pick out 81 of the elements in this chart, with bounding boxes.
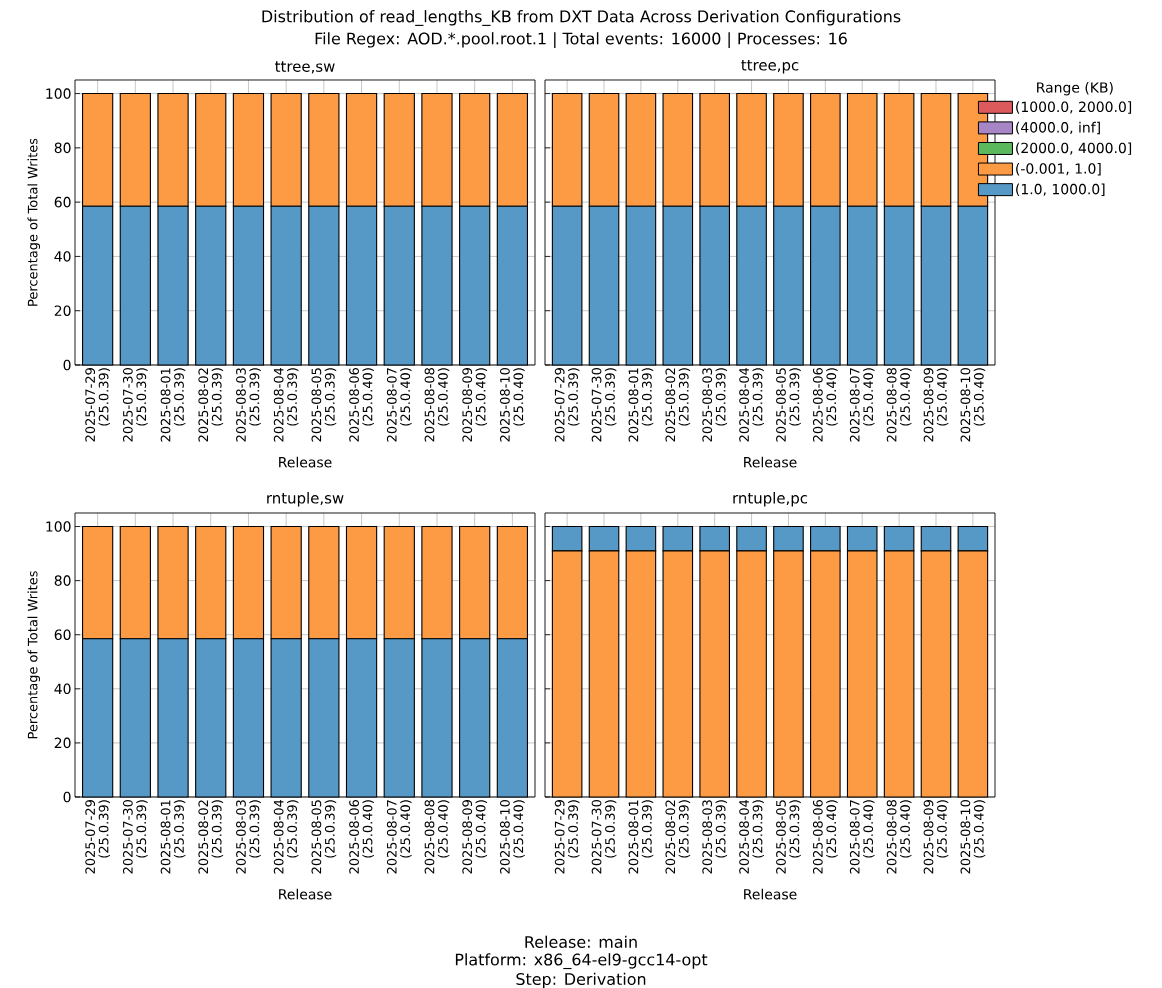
chart-title: rntuple,sw (267, 491, 344, 507)
x-tick-label: 2025-08-09 (25.0.40) (462, 800, 488, 874)
x-tick-label: 2025-08-02 (25.0.39) (198, 368, 224, 442)
text: Step: Derivation (516, 972, 646, 988)
text: Platform: x86_64-el9-gcc14-opt (455, 953, 708, 970)
x-tick-label: 2025-08-07 (25.0.40) (386, 800, 412, 874)
y-tick-label: 0 (63, 791, 71, 803)
y-tick-label: 40 (54, 251, 71, 262)
x-tick-label: 2025-08-07 (25.0.40) (849, 800, 875, 874)
x-tick-label: 2025-08-03 (25.0.39) (702, 800, 728, 874)
x-tick-label: 2025-08-05 (25.0.39) (311, 368, 337, 442)
legend-label: (4000.0, inf] (1016, 121, 1100, 135)
legend-title: Range (KB) (1037, 81, 1113, 96)
x-tick-label: 2025-08-06 (25.0.40) (349, 799, 374, 874)
x-tick-label: 2025-08-07 (25.0.40) (386, 368, 412, 442)
x-tick-label: 2025-08-02 (25.0.39) (665, 368, 691, 442)
x-tick-label: 2025-08-03 (25.0.39) (236, 368, 261, 442)
x-tick-label: 2025-08-08 (25.0.40) (886, 368, 912, 442)
x-tick-label: 2025-08-03 (25.0.39) (236, 800, 261, 874)
y-axis-title: Percentage of Total Writes (27, 138, 41, 306)
x-tick-label: 2025-08-01 (25.0.39) (628, 800, 654, 874)
y-axis-title: Percentage of Total Writes (27, 571, 41, 739)
chart-title: ttree,pc (741, 59, 799, 74)
legend-label: (1.0, 1000.0] (1016, 183, 1105, 196)
x-tick-label: 2025-08-05 (25.0.39) (776, 800, 801, 874)
legend-label: (2000.0, 4000.0] (1016, 142, 1132, 155)
legend-label: (-0.001, 1.0] (1016, 162, 1101, 176)
x-tick-label: 2025-08-07 (25.0.40) (849, 368, 875, 442)
x-tick-label: 2025-07-29 (25.0.39) (85, 800, 111, 874)
x-tick-label: 2025-08-10 (25.0.40) (500, 799, 525, 874)
y-tick-label: 0 (63, 359, 71, 371)
x-tick-label: 2025-08-09 (25.0.40) (923, 800, 949, 874)
x-axis-title: Release (279, 888, 332, 900)
x-tick-label: 2025-08-05 (25.0.39) (776, 368, 801, 442)
x-tick-label: 2025-08-01 (25.0.39) (160, 368, 186, 442)
text: Release: main (525, 935, 637, 948)
x-tick-label: 2025-08-04 (25.0.39) (739, 799, 764, 874)
x-tick-label: 2025-08-08 (25.0.40) (424, 368, 450, 442)
y-tick-label: 60 (54, 196, 71, 208)
y-tick-label: 20 (54, 305, 71, 316)
x-tick-label: 2025-08-04 (25.0.39) (739, 367, 764, 442)
text: File Regex: AOD.*.pool.root.1 | Total events: 16000 | Processes: 16 (315, 32, 847, 48)
x-axis-title: Release (279, 456, 332, 468)
x-tick-label: 2025-08-09 (25.0.40) (923, 368, 949, 442)
chart-title: ttree,sw (275, 61, 335, 74)
x-tick-label: 2025-08-02 (25.0.39) (665, 800, 691, 874)
text: Distribution of read_lengths_KB from DXT Data Across Derivation Configurations (262, 9, 901, 26)
y-tick-label: 80 (54, 142, 71, 154)
x-tick-label: 2025-08-06 (25.0.40) (349, 367, 374, 442)
x-tick-label: 2025-08-09 (25.0.40) (462, 368, 488, 442)
x-tick-label: 2025-08-01 (25.0.39) (628, 368, 654, 442)
x-tick-label: 2025-07-30 (25.0.39) (591, 799, 617, 874)
x-axis-title: Release (744, 888, 797, 900)
y-tick-label: 100 (46, 521, 71, 532)
x-tick-label: 2025-07-30 (25.0.39) (122, 367, 148, 442)
chart-title: rntuple,pc (733, 491, 808, 507)
x-tick-label: 2025-07-30 (25.0.39) (591, 367, 617, 442)
y-tick-label: 40 (54, 683, 71, 695)
x-tick-label: 2025-08-08 (25.0.40) (886, 800, 912, 874)
x-tick-label: 2025-08-06 (25.0.40) (812, 799, 838, 874)
x-tick-label: 2025-08-04 (25.0.39) (273, 367, 299, 442)
x-tick-label: 2025-08-08 (25.0.40) (424, 800, 450, 874)
x-axis-title: Release (744, 456, 797, 468)
x-tick-label: 2025-07-29 (25.0.39) (554, 800, 580, 874)
x-tick-label: 2025-08-05 (25.0.39) (311, 800, 337, 874)
x-tick-label: 2025-08-02 (25.0.39) (198, 800, 224, 874)
x-tick-label: 2025-08-10 (25.0.40) (500, 367, 525, 442)
y-tick-label: 100 (46, 88, 71, 99)
x-tick-label: 2025-08-04 (25.0.39) (273, 799, 299, 874)
x-tick-label: 2025-07-30 (25.0.39) (122, 799, 148, 874)
y-tick-label: 80 (54, 575, 71, 586)
legend-label: (1000.0, 2000.0] (1016, 101, 1132, 114)
x-tick-label: 2025-08-10 (25.0.40) (960, 799, 986, 874)
y-tick-label: 60 (54, 629, 71, 640)
x-tick-label: 2025-08-01 (25.0.39) (160, 800, 186, 874)
y-tick-label: 20 (54, 737, 71, 749)
x-tick-label: 2025-08-06 (25.0.40) (812, 367, 838, 442)
x-tick-label: 2025-08-03 (25.0.39) (702, 368, 728, 442)
x-tick-label: 2025-08-10 (25.0.40) (960, 367, 986, 442)
x-tick-label: 2025-07-29 (25.0.39) (554, 368, 580, 442)
x-tick-label: 2025-07-29 (25.0.39) (85, 368, 111, 442)
